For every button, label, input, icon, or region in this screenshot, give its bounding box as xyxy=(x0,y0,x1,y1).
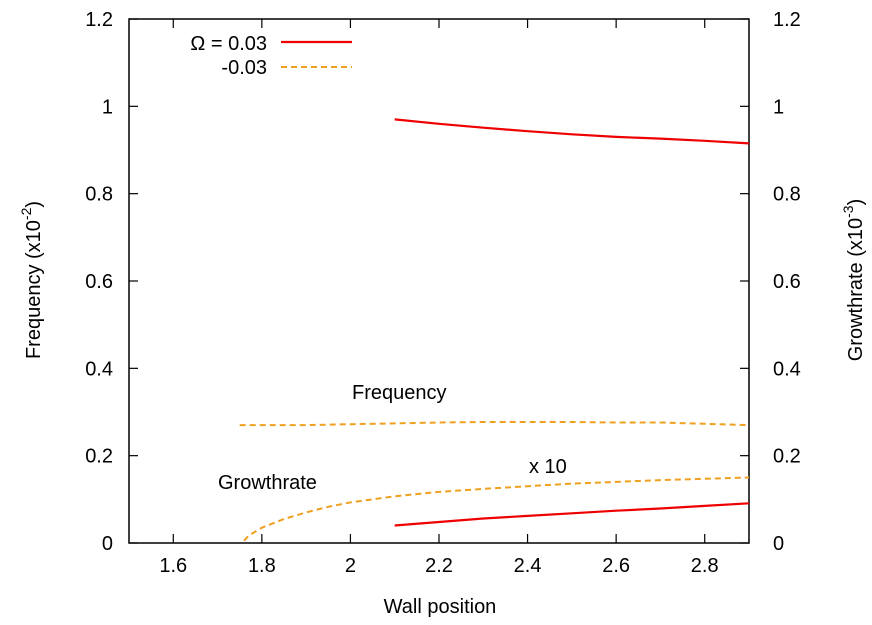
y-tick-label: 0.8 xyxy=(85,184,113,206)
series-line-2 xyxy=(239,421,750,427)
y2-tick-label: 0.2 xyxy=(773,446,801,468)
y-tick-label: 0.6 xyxy=(85,271,113,293)
legend-label-omega-neg: -0.03 xyxy=(221,57,267,79)
y2-tick-label: 1 xyxy=(773,96,784,118)
x-tick-label: 2.4 xyxy=(514,555,542,577)
chart-labels: Wall position Frequency (x10-2) Growthra… xyxy=(18,199,867,618)
y2-axis-title: Growthrate (x10-3) xyxy=(840,199,867,362)
y-tick-label: 1.2 xyxy=(85,9,113,31)
y2-axis-title-exponent: -3 xyxy=(840,205,856,218)
y2-tick-label: 0.6 xyxy=(773,271,801,293)
y-axis-title-exponent: -2 xyxy=(18,207,34,220)
series-line-1 xyxy=(394,502,750,527)
x-axis-title: Wall position xyxy=(384,596,497,618)
y-tick-label: 0.2 xyxy=(85,446,113,468)
legend-label-omega-pos: Ω = 0.03 xyxy=(190,33,267,55)
x-tick-label: 1.6 xyxy=(159,555,187,577)
y-axis-title: Frequency (x10-2) xyxy=(18,201,45,359)
series-line-0 xyxy=(394,118,750,145)
plot-frame xyxy=(128,18,750,544)
series-layer xyxy=(239,118,750,542)
annotation-frequency: Frequency xyxy=(352,382,447,404)
x-tick-label: 2.8 xyxy=(691,555,719,577)
y-tick-label: 1 xyxy=(102,96,113,118)
x-tick-label: 2 xyxy=(345,555,356,577)
series-line-3 xyxy=(243,476,750,542)
y2-tick-label: 0.4 xyxy=(773,358,801,380)
plot-axes: 1.6 1.8 2 2.2 2.4 2.6 2.8 0 0.2 0.4 0.6 0.8 1 1.2 0 0.2… xyxy=(85,9,801,577)
legend: Ω = 0.03 -0.03 xyxy=(190,33,352,79)
y2-tick-label: 0.8 xyxy=(773,184,801,206)
y-tick-label: 0 xyxy=(102,533,113,555)
x-tick-label: 2.6 xyxy=(602,555,630,577)
x-tick-label: 2.2 xyxy=(425,555,453,577)
annotation-times-10: x 10 xyxy=(529,456,567,478)
y2-tick-label: 0 xyxy=(773,533,784,555)
x-tick-label: 1.8 xyxy=(248,555,276,577)
y-tick-label: 0.4 xyxy=(85,358,113,380)
annotation-growthrate: Growthrate xyxy=(218,472,317,494)
y2-tick-label: 1.2 xyxy=(773,9,801,31)
